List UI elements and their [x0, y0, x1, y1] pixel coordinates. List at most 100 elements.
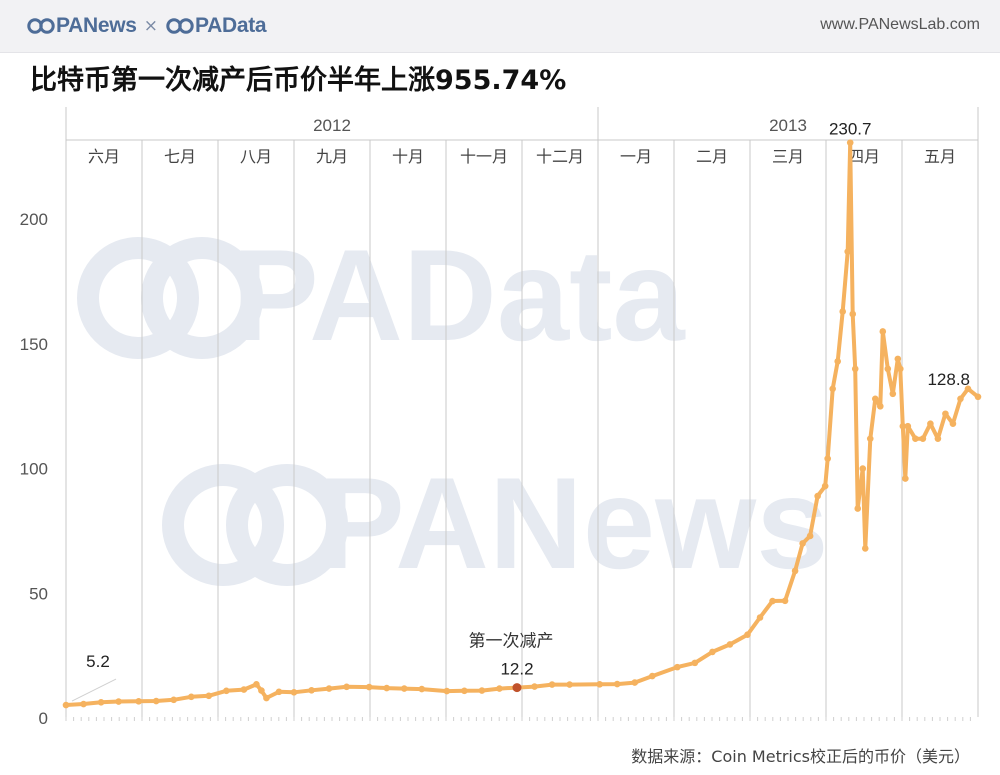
price-point — [844, 248, 852, 255]
price-point — [876, 402, 884, 410]
price-point — [596, 681, 603, 688]
series-layer — [62, 139, 982, 709]
site-url: www.PANewsLab.com — [820, 16, 980, 33]
price-point — [899, 422, 907, 430]
month-tick-label: 八月 — [240, 147, 272, 166]
y-tick-label: 50 — [29, 584, 48, 603]
price-point — [756, 614, 764, 621]
price-point — [496, 685, 503, 692]
price-point — [791, 567, 799, 575]
price-point — [135, 697, 142, 705]
price-point — [691, 659, 699, 667]
price-point — [365, 683, 373, 691]
price-point — [253, 681, 260, 688]
price-point — [769, 597, 776, 605]
price-point — [258, 687, 265, 694]
watermark-ring-icon — [141, 237, 263, 359]
price-point — [383, 684, 391, 692]
price-point — [548, 681, 556, 688]
year-tick-label: 2013 — [769, 116, 807, 135]
price-point — [902, 475, 909, 482]
price-point — [674, 663, 681, 671]
price-point — [871, 395, 879, 403]
month-tick-label: 九月 — [316, 147, 348, 166]
month-tick-label: 十月 — [392, 147, 424, 166]
price-point — [861, 545, 869, 552]
price-point — [974, 393, 982, 401]
y-tick-label: 150 — [20, 335, 48, 354]
price-point — [709, 648, 716, 656]
price-point — [461, 687, 468, 695]
price-point — [115, 698, 122, 705]
price-point — [648, 672, 656, 680]
price-point — [829, 385, 836, 393]
price-point — [263, 694, 270, 702]
price-point — [478, 687, 486, 694]
price-point — [849, 310, 857, 318]
value-data-label: 12.2 — [500, 660, 533, 679]
price-point — [834, 358, 841, 365]
price-point — [443, 687, 451, 695]
price-point — [859, 465, 867, 472]
price-point — [205, 692, 213, 700]
price-point — [631, 679, 639, 686]
price-point — [897, 365, 904, 373]
month-tick-label: 六月 — [88, 147, 120, 166]
price-point — [851, 365, 859, 373]
price-point — [904, 422, 912, 430]
price-point — [62, 701, 70, 709]
price-point — [418, 685, 426, 693]
brand-left: PANews — [56, 14, 137, 37]
price-point — [240, 686, 248, 693]
price-point — [744, 631, 751, 639]
price-point — [80, 700, 87, 708]
price-point — [799, 540, 806, 547]
month-tick-label: 三月 — [772, 147, 804, 166]
price-point — [889, 390, 897, 398]
price-point — [927, 420, 934, 428]
watermark-ring-icon — [162, 464, 284, 586]
price-point — [964, 385, 972, 393]
price-point — [934, 435, 942, 442]
value-data-label: 230.7 — [829, 120, 872, 139]
price-point — [957, 395, 964, 403]
brand-logos: PANews × PAData — [26, 12, 267, 40]
grid-layer — [65, 107, 979, 717]
halving-label: 第一次减产 — [468, 632, 553, 652]
price-point — [821, 482, 829, 490]
value-data-label: 128.8 — [927, 370, 970, 389]
price-point — [814, 492, 821, 500]
price-point — [275, 688, 283, 696]
month-tick-label: 四月 — [848, 147, 880, 166]
price-point — [781, 597, 789, 605]
price-point — [97, 698, 105, 706]
y-tick-label: 200 — [20, 210, 48, 229]
price-point — [949, 420, 957, 428]
price-point — [187, 693, 195, 701]
watermark-ring-icon — [77, 237, 199, 359]
month-tick-label: 七月 — [164, 147, 196, 166]
watermark-layer: PAData PANews — [77, 222, 829, 596]
price-point — [613, 680, 621, 688]
month-tick-label: 十一月 — [460, 147, 508, 166]
price-point — [308, 687, 315, 694]
price-point — [824, 455, 831, 462]
price-point — [942, 410, 949, 418]
annotation-layer: 5.2 第一次减产 12.2 230.7 128.8 — [71, 120, 970, 702]
value-data-label: 5.2 — [86, 652, 110, 671]
month-tick-label: 二月 — [696, 147, 728, 166]
price-point — [343, 683, 350, 691]
price-point — [879, 328, 887, 335]
watermark-text: PAData — [232, 222, 686, 368]
price-point — [866, 435, 874, 442]
brand-separator: × — [143, 16, 158, 36]
price-point — [531, 683, 538, 690]
top-banner: PANews × PAData www.PANewsLab.com — [0, 0, 1000, 53]
price-point — [290, 689, 298, 696]
price-point — [170, 696, 178, 704]
price-point — [325, 685, 333, 692]
watermark-ring-icon — [226, 464, 348, 586]
month-tick-label: 五月 — [924, 147, 956, 166]
watermark-text: PANews — [318, 450, 829, 596]
